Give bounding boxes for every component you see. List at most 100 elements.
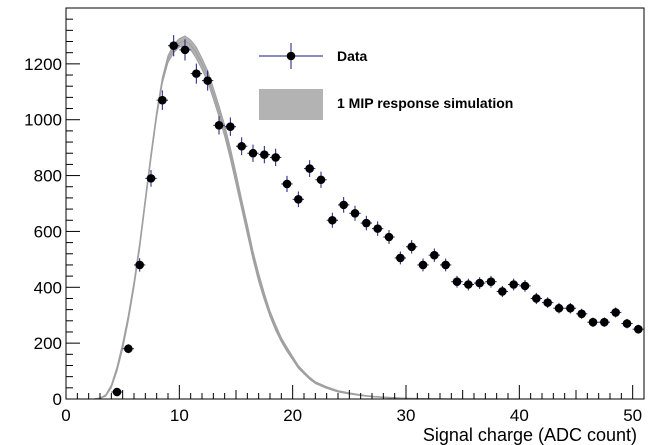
data-point-marker <box>146 174 156 183</box>
x-tick-label: 30 <box>397 406 416 425</box>
data-point-marker <box>135 260 144 270</box>
data-point <box>156 90 168 110</box>
x-tick-label: 20 <box>283 406 302 425</box>
data-point-marker <box>634 324 643 334</box>
x-tick-label: 0 <box>61 406 70 425</box>
data-point-marker <box>203 76 212 85</box>
data-point-marker <box>384 232 394 242</box>
x-axis-ticks: 0 10 20 30 40 50 <box>61 385 645 425</box>
data-point-marker <box>622 319 632 328</box>
data-point-marker <box>554 303 564 313</box>
y-tick-label: 600 <box>34 222 62 241</box>
data-point-marker <box>509 280 518 289</box>
y-tick-label: 800 <box>34 167 62 186</box>
legend: Data 1 MIP response simulation <box>259 43 513 120</box>
data-point <box>587 317 599 327</box>
data-point <box>224 117 236 136</box>
data-point <box>621 318 633 329</box>
data-point-marker <box>316 175 326 185</box>
data-point <box>236 137 248 156</box>
data-point <box>530 292 542 305</box>
data-point-marker <box>260 150 269 159</box>
data-point <box>292 191 304 208</box>
data-point <box>360 215 372 231</box>
data-point <box>406 240 418 254</box>
data-point-marker <box>588 317 598 327</box>
data-point-marker <box>441 260 450 270</box>
data-point-marker <box>282 179 292 189</box>
data-point <box>462 278 474 291</box>
data-point <box>168 35 180 57</box>
data-point-marker <box>396 253 405 263</box>
data-point-marker <box>577 309 586 319</box>
data-point-marker <box>611 308 620 317</box>
plot-frame <box>65 7 645 400</box>
data-point <box>542 297 554 308</box>
data-point-marker <box>498 287 507 296</box>
data-point-marker <box>543 298 552 307</box>
data-point-marker <box>418 260 428 270</box>
data-point <box>258 145 270 164</box>
data-point-marker <box>248 148 258 158</box>
data-point <box>598 317 610 327</box>
data-point-marker <box>339 200 348 210</box>
data-point-marker <box>158 95 167 105</box>
data-point <box>315 171 327 188</box>
y-tick-label: 1000 <box>24 111 62 130</box>
data-point <box>440 258 452 272</box>
data-point-marker <box>271 153 280 162</box>
data-point-marker <box>532 294 541 303</box>
data-point-marker <box>180 45 190 55</box>
data-point <box>281 175 293 193</box>
data-point <box>508 278 520 291</box>
x-tick-label: 40 <box>510 406 529 425</box>
y-tick-label: 1200 <box>24 55 62 74</box>
x-tick-label: 10 <box>170 406 189 425</box>
data-point <box>474 277 486 289</box>
data-point <box>394 251 406 265</box>
y-tick-label: 200 <box>34 334 62 353</box>
data-point <box>190 63 202 84</box>
data-point <box>576 308 588 319</box>
data-point-marker <box>192 69 201 78</box>
legend-sim-swatch <box>259 89 323 120</box>
data-point-marker <box>362 218 371 228</box>
legend-data-marker <box>286 51 296 61</box>
data-point <box>111 387 123 397</box>
data-point <box>349 205 361 221</box>
data-point <box>428 248 440 262</box>
simulation-band <box>94 35 520 400</box>
data-point-marker <box>430 250 439 260</box>
data-point <box>247 144 259 162</box>
data-point-marker <box>486 277 496 287</box>
legend-sim-label: 1 MIP response simulation <box>337 95 513 111</box>
data-point <box>485 275 497 288</box>
data-points <box>111 35 644 397</box>
data-point <box>122 344 134 354</box>
data-point-marker <box>452 277 462 287</box>
data-point-marker <box>294 195 303 204</box>
data-point <box>610 307 622 318</box>
y-tick-label: 400 <box>34 278 62 297</box>
y-axis-ticks: 0 200 400 600 800 1000 1200 <box>24 7 80 409</box>
data-point <box>451 275 463 288</box>
data-point <box>326 212 338 228</box>
x-tick-label: 50 <box>623 406 642 425</box>
data-point <box>519 280 531 292</box>
data-point <box>383 230 395 244</box>
data-point <box>496 285 508 298</box>
data-point <box>553 302 565 314</box>
data-point-marker <box>475 278 484 288</box>
data-point <box>632 324 644 334</box>
data-point-marker <box>328 215 337 225</box>
data-point <box>304 160 316 177</box>
data-point <box>213 116 225 135</box>
data-point-marker <box>112 387 122 397</box>
data-point <box>417 258 429 272</box>
data-point-marker <box>350 208 360 218</box>
data-point-marker <box>566 303 575 313</box>
data-point-marker <box>169 41 178 51</box>
data-point-marker <box>237 141 246 151</box>
y-tick-label: 0 <box>53 390 62 409</box>
